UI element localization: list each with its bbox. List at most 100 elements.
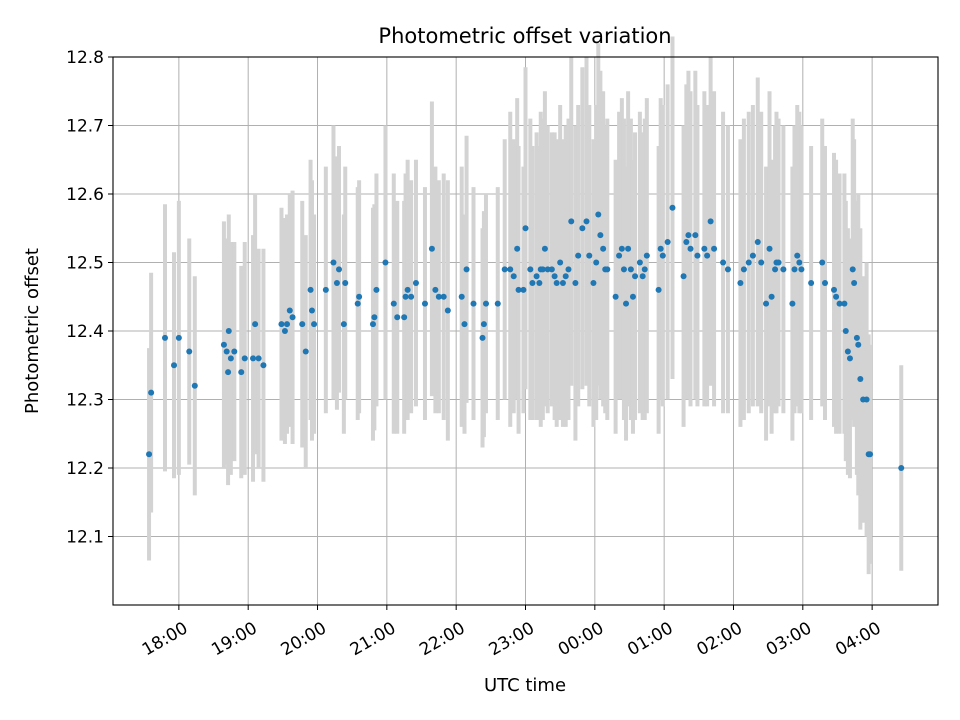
data-point [260, 362, 267, 369]
data-point [402, 293, 409, 300]
y-tick-label: 12.6 [66, 185, 104, 205]
data-point [494, 300, 501, 307]
data-point [225, 369, 232, 376]
data-point [501, 266, 508, 273]
data-point [575, 252, 582, 259]
data-point [225, 328, 232, 334]
data-point [851, 280, 858, 287]
y-axis-label: Photometric offset [22, 248, 43, 414]
data-point [161, 334, 168, 341]
data-point [754, 238, 761, 245]
data-point [533, 273, 540, 280]
data-point [659, 252, 666, 259]
data-point [579, 225, 586, 232]
data-point [612, 293, 619, 300]
data-point [586, 252, 593, 259]
data-point [432, 286, 439, 293]
data-point [849, 266, 856, 273]
data-point [223, 348, 230, 355]
data-point [146, 451, 153, 458]
data-point [548, 266, 555, 273]
data-point [844, 348, 851, 355]
data-point [593, 259, 600, 266]
data-point [220, 341, 227, 348]
data-point [669, 204, 676, 211]
data-point [553, 280, 560, 287]
data-point [627, 266, 634, 273]
data-point [867, 451, 874, 458]
x-axis-label: UTC time [484, 675, 566, 696]
data-point [461, 321, 468, 328]
data-point [514, 245, 521, 252]
data-point [683, 238, 690, 245]
data-point [539, 266, 546, 273]
data-point [330, 259, 337, 266]
data-point [821, 280, 828, 287]
data-point [238, 369, 245, 376]
data-point [412, 280, 419, 287]
data-point [529, 280, 536, 287]
data-point [289, 314, 296, 321]
data-point [841, 300, 848, 307]
data-point [655, 286, 662, 293]
data-point [616, 252, 623, 259]
data-point [520, 286, 527, 293]
data-point [692, 232, 699, 239]
data-point [186, 348, 193, 355]
data-point [768, 293, 775, 300]
y-tick-label: 12.8 [66, 48, 104, 68]
data-point [604, 266, 611, 273]
data-point [657, 245, 664, 252]
data-point [636, 259, 643, 266]
data-point [798, 266, 805, 273]
data-point [853, 334, 860, 341]
data-point [551, 273, 558, 280]
data-point [724, 266, 731, 273]
data-point [855, 341, 862, 348]
data-point [842, 328, 849, 334]
data-point [590, 280, 597, 287]
data-point [623, 300, 630, 307]
data-point [794, 252, 801, 259]
y-axis-ticks: 12.1 12.2 12.3 12.4 12.5 12.6 12.7 12.8 [66, 48, 113, 548]
data-point [171, 362, 178, 369]
data-point [772, 266, 779, 273]
data-point [808, 280, 815, 287]
data-point [311, 321, 318, 328]
data-point [299, 321, 306, 328]
data-point [175, 334, 182, 341]
data-point [510, 273, 517, 280]
data-point [625, 245, 632, 252]
data-point [278, 321, 285, 328]
data-point [541, 245, 548, 252]
data-point [694, 252, 701, 259]
data-point [557, 259, 564, 266]
data-point [408, 293, 415, 300]
chart-title: Photometric offset variation [378, 24, 671, 48]
data-point [544, 266, 551, 273]
data-point [687, 245, 694, 252]
data-point [241, 355, 248, 362]
data-point [354, 300, 361, 307]
data-point [758, 259, 765, 266]
data-point [685, 232, 692, 239]
data-point [568, 218, 575, 225]
data-point [796, 259, 803, 266]
data-point [428, 245, 435, 252]
data-point [597, 232, 604, 239]
data-point [286, 307, 293, 314]
data-point [711, 245, 718, 252]
data-point [863, 396, 870, 403]
data-point [707, 218, 714, 225]
data-point [231, 348, 238, 355]
points [146, 204, 905, 471]
y-tick-label: 12.3 [66, 391, 104, 411]
data-point [507, 266, 514, 273]
data-point [559, 280, 566, 287]
data-point [522, 225, 529, 232]
data-point [618, 245, 625, 252]
data-point [857, 375, 864, 382]
data-point [281, 328, 288, 334]
data-point [394, 314, 401, 321]
